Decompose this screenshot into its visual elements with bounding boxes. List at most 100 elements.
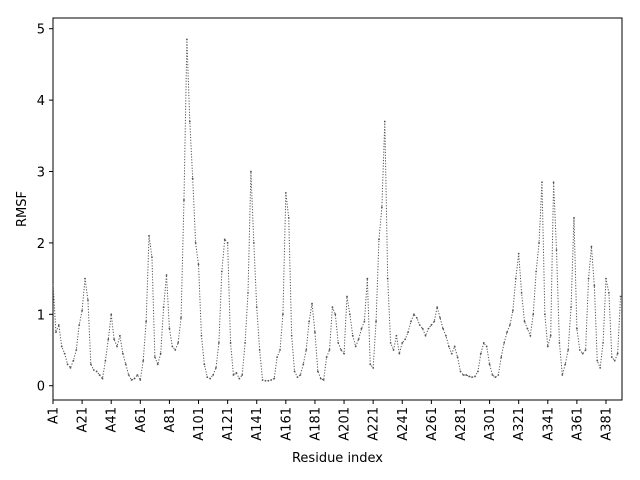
rmsf-data-point: [215, 366, 217, 369]
rmsf-data-point: [465, 374, 468, 376]
rmsf-data-point: [197, 263, 200, 266]
rmsf-series-line: [52, 39, 622, 382]
rmsf-data-point: [561, 374, 564, 376]
rmsf-data-point: [453, 345, 456, 348]
rmsf-data-point: [590, 245, 593, 248]
rmsf-data-point: [584, 349, 587, 351]
rmsf-data-point: [116, 345, 118, 348]
rmsf-data-point: [488, 363, 491, 366]
rmsf-data-point: [380, 206, 383, 209]
rmsf-data-point: [392, 349, 395, 351]
rmsf-data-point: [599, 366, 602, 369]
rmsf-data-point: [200, 334, 203, 337]
x-tick-label: A141: [250, 407, 265, 441]
rmsf-data-point: [514, 277, 517, 280]
rmsf-data-point: [424, 334, 427, 337]
rmsf-data-point: [386, 277, 389, 280]
rmsf-data-point: [287, 217, 290, 219]
y-tick-label: 2: [37, 237, 45, 252]
y-axis-ticks: 0 1 2 3 4 5: [37, 23, 53, 395]
rmsf-data-point: [218, 341, 220, 344]
rmsf-data-point: [348, 313, 351, 316]
rmsf-data-point: [610, 356, 613, 359]
rmsf-data-point: [482, 341, 485, 344]
rmsf-data-point: [389, 341, 392, 344]
rmsf-data-point: [567, 349, 570, 351]
rmsf-data-point: [177, 341, 180, 344]
rmsf-data-point: [398, 352, 401, 355]
x-tick-label: A341: [541, 407, 556, 441]
rmsf-data-point: [401, 341, 404, 344]
rmsf-data-point: [555, 249, 558, 251]
rmsf-data-point: [223, 238, 226, 241]
rmsf-data-point: [474, 375, 476, 378]
rmsf-data-point: [479, 352, 482, 355]
x-tick-label: A361: [570, 407, 585, 441]
rmsf-data-point: [485, 345, 488, 348]
x-tick-label: A281: [454, 407, 469, 441]
rmsf-data-point: [593, 284, 596, 287]
rmsf-data-point: [247, 292, 249, 294]
rmsf-data-point: [183, 199, 185, 201]
rmsf-data-point: [133, 377, 136, 380]
rmsf-data-point: [194, 242, 197, 244]
rmsf-data-point: [395, 334, 398, 337]
rmsf-data-point: [316, 370, 319, 373]
rmsf-data-point: [357, 338, 360, 341]
rmsf-data-point: [541, 181, 543, 184]
rmsf-data-point: [526, 327, 529, 330]
rmsf-data-point: [250, 170, 252, 173]
rmsf-data-point: [57, 324, 60, 326]
rmsf-data-point: [375, 320, 377, 323]
rmsf-data-point: [471, 376, 474, 379]
rmsf-data-point: [447, 345, 450, 348]
rmsf-data-point: [98, 374, 101, 376]
x-tick-label: A161: [279, 407, 294, 441]
rmsf-data-point: [500, 356, 503, 359]
rmsf-data-point: [104, 359, 107, 362]
rmsf-data-point: [226, 242, 229, 244]
rmsf-data-point: [241, 374, 244, 376]
rmsf-data-point: [468, 375, 471, 378]
rmsf-data-point: [276, 356, 279, 359]
rmsf-data-point: [130, 379, 133, 381]
rmsf-data-point: [235, 371, 238, 374]
rmsf-data-point: [325, 356, 328, 359]
rmsf-data-point: [421, 327, 424, 330]
rmsf-data-point: [121, 352, 124, 355]
rmsf-data-point: [127, 374, 130, 376]
rmsf-data-point: [203, 363, 206, 366]
rmsf-data-point: [596, 359, 599, 362]
rmsf-data-point: [552, 181, 555, 184]
rmsf-data-point: [602, 341, 604, 344]
rmsf-data-point: [113, 338, 116, 341]
rmsf-data-point: [92, 369, 95, 371]
y-tick-label: 5: [37, 23, 45, 38]
rmsf-data-point: [546, 345, 549, 348]
rmsf-data-point: [273, 377, 276, 380]
rmsf-data-point: [148, 234, 150, 237]
x-axis-label: Residue index: [292, 451, 383, 466]
rmsf-data-point: [232, 374, 235, 376]
rmsf-data-point: [494, 376, 497, 379]
rmsf-data-point: [608, 292, 610, 294]
plot-frame: [52, 17, 623, 401]
x-tick-label: A221: [367, 407, 382, 441]
rmsf-data-point: [89, 363, 92, 366]
rmsf-data-point: [328, 349, 331, 351]
series-line-layer: [52, 38, 622, 382]
rmsf-data-point: [439, 316, 441, 319]
rmsf-data-point: [351, 334, 354, 337]
rmsf-data-point: [290, 334, 293, 337]
rmsf-data-point: [72, 359, 75, 362]
x-tick-label: A61: [134, 407, 149, 432]
rmsf-data-point: [415, 316, 418, 319]
rmsf-data-point: [331, 306, 334, 309]
rmsf-data-point: [180, 316, 182, 319]
rmsf-data-point: [252, 242, 255, 244]
rmsf-data-point: [456, 356, 459, 359]
rmsf-data-point: [212, 374, 214, 376]
rmsf-data-point: [282, 313, 284, 316]
rmsf-data-point: [188, 120, 191, 123]
